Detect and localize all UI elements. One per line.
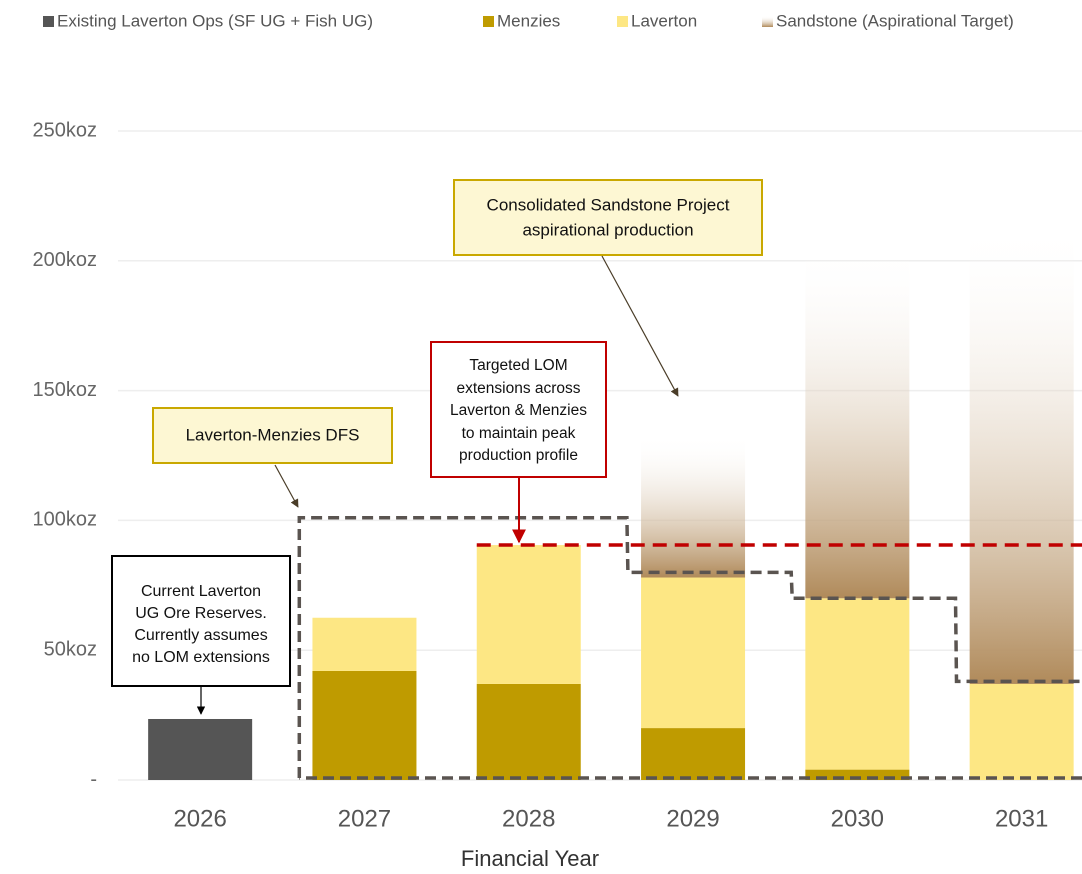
y-tick-label: 250koz xyxy=(33,119,98,141)
annotation-text: production profile xyxy=(459,447,578,464)
x-tick-label: 2026 xyxy=(173,805,226,832)
legend-label: Sandstone (Aspirational Target) xyxy=(776,11,1014,30)
annotation-text: UG Ore Reserves. xyxy=(135,605,267,622)
annotation-text: Consolidated Sandstone Project xyxy=(487,195,730,214)
annotation-text: to maintain peak xyxy=(462,425,576,442)
annotation-text: no LOM extensions xyxy=(132,649,270,666)
annotation-text: aspirational production xyxy=(522,220,693,239)
bar-segment xyxy=(969,221,1074,684)
y-tick-label: - xyxy=(90,768,97,790)
annotation-text: Currently assumes xyxy=(134,627,267,644)
bar-segment xyxy=(805,769,910,780)
y-tick-label: 50koz xyxy=(44,638,97,660)
x-tick-label: 2031 xyxy=(995,805,1048,832)
dfs-outline xyxy=(297,516,1082,780)
legend-label: Menzies xyxy=(497,11,560,30)
annotation-text: Laverton-Menzies DFS xyxy=(186,425,360,444)
y-tick-label: 150koz xyxy=(33,379,98,401)
legend-label: Laverton xyxy=(631,11,697,30)
bar-segment xyxy=(641,577,746,729)
annotation-text: Current Laverton xyxy=(141,583,261,600)
legend-marker xyxy=(617,16,628,27)
bar-segment xyxy=(476,683,581,780)
annotation-arrow xyxy=(601,255,679,397)
y-tick-label: 100koz xyxy=(33,509,98,531)
annotation-box xyxy=(430,341,607,478)
legend-label: Existing Laverton Ops (SF UG + Fish UG) xyxy=(57,11,373,30)
bar-segment xyxy=(805,598,910,770)
annotation-text: Targeted LOM xyxy=(469,357,567,374)
x-axis-title: Financial Year xyxy=(461,846,599,871)
y-tick-label: 200koz xyxy=(33,249,98,271)
annotation-text: Laverton & Menzies xyxy=(450,402,587,419)
legend-marker xyxy=(483,16,494,27)
annotation-box xyxy=(152,407,393,464)
legend-marker xyxy=(762,16,773,27)
annotation-box xyxy=(453,179,763,256)
x-tick-label: 2030 xyxy=(831,805,884,832)
bar-segment xyxy=(312,617,417,671)
bar-segment xyxy=(641,728,746,780)
bar-segment xyxy=(148,718,253,780)
x-tick-label: 2029 xyxy=(666,805,719,832)
bar-segment xyxy=(312,670,417,780)
bar-segment xyxy=(969,683,1074,780)
x-tick-label: 2027 xyxy=(338,805,391,832)
annotation-text: extensions across xyxy=(456,380,580,397)
legend-marker xyxy=(43,16,54,27)
bar-segment xyxy=(476,545,581,684)
bar-segment xyxy=(805,245,910,599)
annotation-box xyxy=(111,555,291,687)
x-tick-label: 2028 xyxy=(502,805,555,832)
bar-segment xyxy=(641,434,746,578)
annotation-arrow xyxy=(274,464,299,508)
